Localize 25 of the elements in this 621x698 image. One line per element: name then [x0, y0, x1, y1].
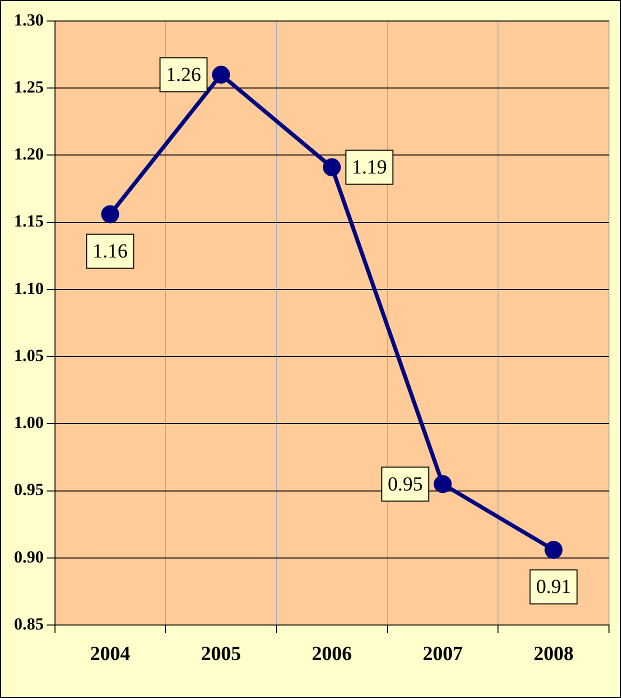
y-tick-label: 0.95 [14, 480, 44, 500]
x-tick-label: 2007 [422, 643, 463, 666]
point [101, 205, 120, 224]
x-tick-label: 2004 [90, 643, 130, 666]
data-label: 0.95 [388, 473, 423, 496]
data-label: 1.19 [352, 156, 387, 179]
point [322, 158, 341, 176]
y-tick-label: 0.90 [14, 547, 44, 566]
y-tick-label: 1.25 [14, 78, 44, 96]
y-tick-label: 1.20 [14, 144, 44, 164]
y-tick-label: 1.30 [14, 10, 44, 30]
point [544, 540, 563, 559]
x-tick-label: 2006 [312, 643, 352, 666]
y-tick-label: 1.05 [14, 346, 44, 365]
data-label: 1.16 [92, 240, 128, 263]
x-tick-label: 2005 [201, 643, 242, 666]
y-tick-label: 1.00 [14, 413, 44, 432]
point [212, 66, 230, 84]
y-tick-label: 1.10 [14, 278, 44, 298]
data-label: 0.91 [536, 576, 572, 598]
point [434, 475, 452, 494]
data-label: 1.26 [166, 64, 202, 86]
y-tick-label: 0.85 [14, 614, 44, 634]
x-tick-label: 2008 [534, 643, 574, 666]
y-tick-label: 1.15 [14, 212, 44, 231]
